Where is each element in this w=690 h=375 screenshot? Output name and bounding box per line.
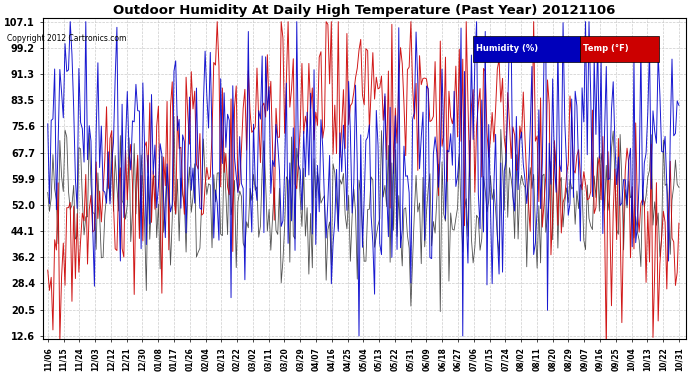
Title: Outdoor Humidity At Daily High Temperature (Past Year) 20121106: Outdoor Humidity At Daily High Temperatu…: [113, 4, 615, 17]
Text: Temp (°F): Temp (°F): [583, 44, 629, 53]
Text: Humidity (%): Humidity (%): [476, 44, 538, 53]
Text: Copyright 2012 Cartronics.com: Copyright 2012 Cartronics.com: [7, 34, 126, 43]
